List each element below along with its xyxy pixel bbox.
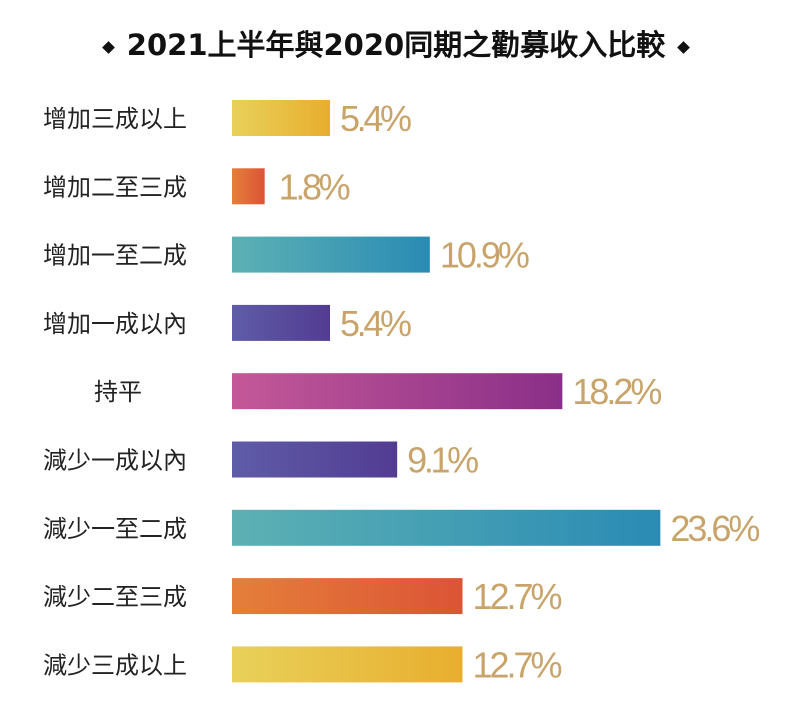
category-label: 持平 — [94, 378, 142, 406]
chart-title: 2021上半年與2020同期之勸募收入比較 — [0, 22, 792, 64]
value-label: 5.4% — [340, 303, 412, 344]
value-label: 23.6% — [670, 508, 760, 549]
category-label: 增加一至二成 — [43, 242, 187, 270]
category-label: 減少一至二成 — [43, 515, 187, 543]
bar — [232, 646, 463, 683]
category-label: 增加二至三成 — [43, 173, 187, 201]
bar — [232, 441, 398, 478]
value-label: 9.1% — [407, 440, 479, 481]
value-label: 18.2% — [572, 371, 662, 412]
value-label: 12.7% — [473, 576, 563, 617]
value-label: 5.4% — [340, 98, 412, 139]
value-label: 12.7% — [473, 644, 563, 685]
category-label: 增加一成以內 — [43, 310, 187, 338]
category-label: 減少三成以上 — [43, 651, 187, 679]
category-label: 減少一成以內 — [43, 447, 187, 475]
value-label: 10.9% — [440, 235, 530, 276]
bar — [232, 236, 430, 273]
bar — [232, 100, 331, 136]
bar — [232, 304, 331, 341]
bar — [232, 509, 661, 546]
bar — [232, 168, 265, 205]
category-label: 增加三成以上 — [43, 105, 187, 133]
bar — [232, 373, 563, 410]
bar — [232, 578, 463, 615]
chart-title-text: 2021上半年與2020同期之勸募收入比較 — [126, 28, 666, 62]
category-label: 減少二至三成 — [43, 583, 187, 611]
value-label: 1.8% — [279, 166, 351, 207]
